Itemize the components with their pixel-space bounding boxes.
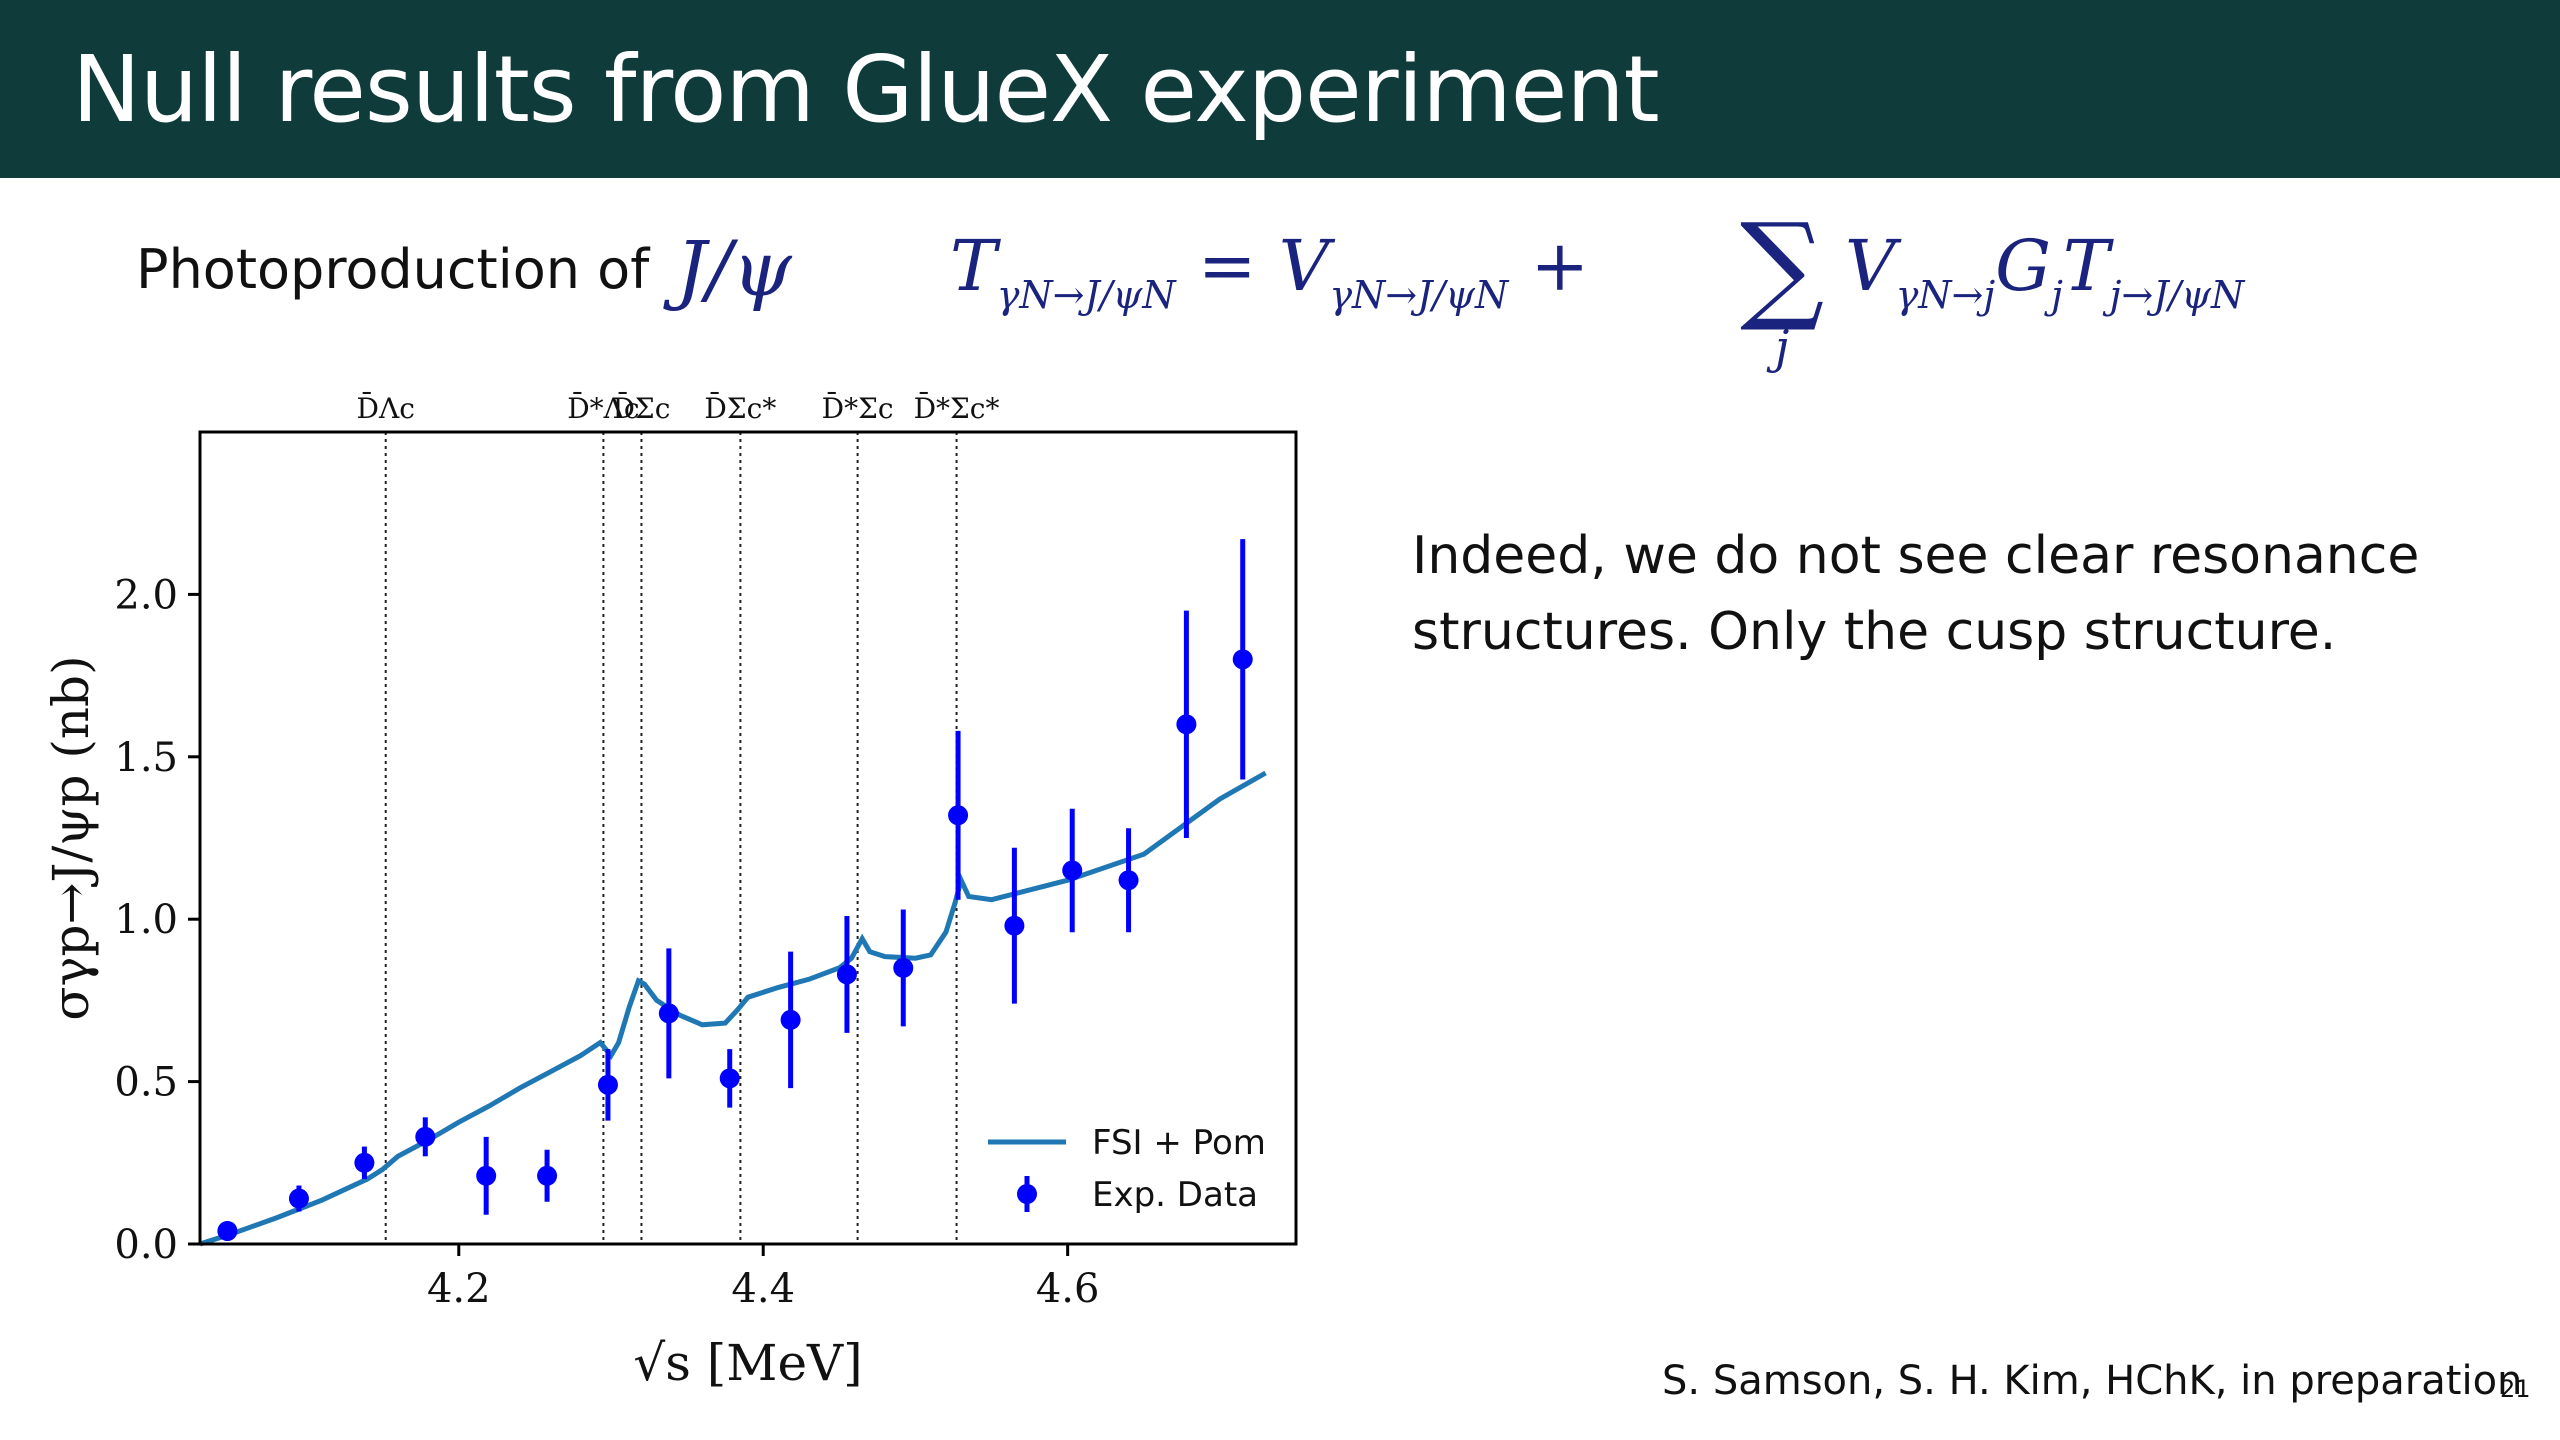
y-tick-label: 2.0 (114, 572, 178, 618)
legend-label-exp-data: Exp. Data (1092, 1175, 1258, 1215)
threshold-label: D̄*Λc (567, 391, 639, 425)
threshold-label: D̄*Σc* (914, 391, 1000, 425)
eq-plus: + (1508, 225, 1590, 307)
y-tick-label: 0.5 (114, 1060, 178, 1106)
data-point (597, 1074, 618, 1095)
plot-frame (198, 430, 1298, 1246)
data-points (217, 539, 1253, 1242)
eq-lhs-sub: γN→J/ψN (996, 273, 1176, 317)
axis-ticks: 4.2 4.4 4.6 0.0 0.5 1.0 1.5 2.0 (114, 572, 1099, 1312)
data-point (537, 1165, 558, 1186)
slide-title: Null results from GlueX experiment (72, 36, 1660, 143)
data-point (476, 1165, 497, 1186)
subtitle-text: Photoproduction of (136, 238, 650, 301)
eq-t-sub: j→J/ψN (2109, 273, 2245, 317)
eq-equals: = V (1175, 225, 1330, 307)
data-point (1062, 860, 1083, 881)
data-point (1118, 870, 1139, 891)
y-axis-label: σγp→J/ψp (nb) (42, 655, 100, 1020)
threshold-label: D̄Σc* (704, 391, 776, 425)
eq-term1-sub: γN→J/ψN (1329, 273, 1509, 317)
threshold-label: D̄*Σc (822, 391, 894, 425)
threshold-label: D̄Σc (612, 391, 670, 425)
series-line-fsi-pom (199, 770, 1267, 1247)
threshold-lines: D̄Λc D̄*ΛcD̄Σc D̄Σc* D̄*Σc D̄*Σc* (357, 391, 1000, 1244)
x-axis-label: √s [MeV] (633, 1334, 862, 1392)
amplitude-equation: TγN→J/ψN = VγN→J/ψN + ∑ j VγN→jGjTj→J/ψN (950, 197, 2400, 375)
sum-symbol: ∑ (1740, 197, 1825, 335)
threshold-label: D̄Λc (357, 391, 415, 425)
y-tick-label: 1.5 (114, 735, 178, 781)
legend: FSI + Pom Exp. Data (988, 1123, 1266, 1215)
equation-rhs: VγN→jGjTj→J/ψN (1845, 225, 2244, 317)
eq-v-sub: γN→j (1895, 273, 1996, 317)
x-tick-label: 4.4 (731, 1266, 795, 1312)
eq-v: V (1845, 225, 1896, 307)
slide-number: 21 (2500, 1375, 2531, 1403)
eq-lhs-symbol: T (950, 225, 997, 307)
legend-label-fsi-pom: FSI + Pom (1092, 1123, 1266, 1163)
x-tick-label: 4.6 (1036, 1266, 1100, 1312)
data-point (893, 957, 914, 978)
data-point (217, 1221, 238, 1242)
cross-section-chart: D̄Λc D̄*ΛcD̄Σc D̄Σc* D̄*Σc D̄*Σc* 4.2 4.4 4.6 0… (42, 391, 1298, 1392)
data-point (948, 805, 969, 826)
data-point (288, 1188, 309, 1209)
subtitle-symbol: J/ψ (676, 224, 792, 313)
data-point (415, 1126, 436, 1147)
data-point (658, 1003, 679, 1024)
data-point (1232, 649, 1253, 670)
data-point (780, 1009, 801, 1030)
title-bar: Null results from GlueX experiment (0, 0, 2560, 178)
sum-index: j (1775, 320, 1790, 374)
y-tick-label: 0.0 (114, 1222, 178, 1268)
data-point (1176, 714, 1197, 735)
credit-text: S. Samson, S. H. Kim, HChK, in preparati… (1662, 1358, 2523, 1404)
equation-lhs: TγN→J/ψN = VγN→J/ψN + (950, 225, 1589, 317)
comment-text: Indeed, we do not see clear resonance st… (1412, 526, 2420, 662)
y-tick-label: 1.0 (114, 897, 178, 943)
eq-t: T (2062, 225, 2110, 307)
data-point (836, 964, 857, 985)
eq-g-sub: j (2051, 273, 2063, 317)
data-point (354, 1152, 375, 1173)
x-tick-label: 4.2 (427, 1266, 491, 1312)
data-point (1004, 915, 1025, 936)
legend-point-swatch (1017, 1184, 1037, 1204)
data-point (719, 1068, 740, 1089)
eq-g: G (1995, 225, 2052, 307)
